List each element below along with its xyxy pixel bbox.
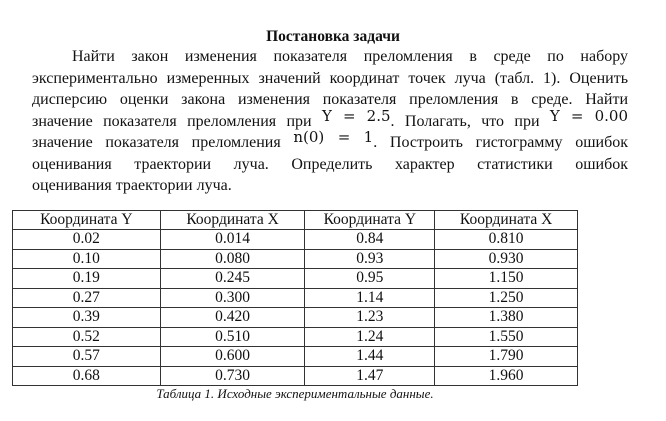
text: . Полагать, что при — [390, 112, 540, 130]
paragraph-line: Найти закон изменения показателя преломл… — [72, 48, 628, 65]
column-header: Координата Y — [304, 210, 436, 230]
table-cell: 0.10 — [12, 248, 161, 269]
table-row: 0.19 0.245 0.95 1.150 — [12, 268, 578, 289]
paragraph-line: дисперсию оценки закона изменения показа… — [32, 91, 628, 108]
text: значение показателя преломления при — [32, 112, 312, 130]
paragraph-line: значение показателя преломления n(0) = 1… — [32, 128, 629, 154]
table-header-row: Координата Y Координата X Координата Y Коор… — [12, 210, 578, 230]
table-row: 0.57 0.600 1.44 1.790 — [12, 346, 578, 367]
column-header: Координата X — [434, 210, 578, 230]
text: значение показателя преломления — [32, 134, 281, 151]
table-cell: 0.600 — [159, 346, 306, 367]
table-cell: 1.24 — [304, 326, 436, 347]
formula: n(0) = 1 — [293, 128, 374, 146]
table-cell: 0.300 — [159, 287, 306, 308]
table-cell: 0.014 — [159, 229, 306, 250]
table-cell: 1.23 — [304, 307, 436, 328]
table-cell: 1.44 — [304, 346, 436, 367]
text: . Построить гистограмму ошибок — [373, 134, 629, 151]
table-cell: 0.27 — [12, 287, 161, 308]
table-cell: 1.250 — [434, 287, 578, 308]
table-cell: 0.730 — [159, 365, 306, 386]
table-row: 0.39 0.420 1.23 1.380 — [12, 307, 578, 328]
table-cell: 0.68 — [12, 365, 161, 386]
task-paragraph: Найти закон изменения показателя преломл… — [32, 46, 628, 197]
paragraph-line: оценивания траектории луча. — [32, 177, 232, 194]
table-cell: 1.790 — [434, 346, 578, 367]
table-cell: 1.47 — [304, 365, 436, 386]
paragraph-line: оценивания траектории луча. Определить х… — [32, 155, 628, 173]
table-cell: 1.150 — [434, 268, 578, 289]
table-cell: 0.52 — [12, 326, 161, 347]
formula: Y = 2.5 — [321, 106, 391, 125]
section-title: Постановка задачи — [266, 28, 400, 45]
table-cell: 0.245 — [159, 268, 306, 289]
table-cell: 0.39 — [12, 307, 161, 328]
table-cell: 0.57 — [12, 346, 161, 367]
table-cell: 1.960 — [434, 365, 578, 386]
table-row: 0.68 0.730 1.47 1.960 — [12, 365, 578, 386]
table-cell: 0.930 — [434, 248, 578, 269]
table-cell: 0.080 — [159, 248, 306, 269]
table-row: 0.10 0.080 0.93 0.930 — [12, 248, 578, 269]
column-header: Координата Y — [12, 210, 161, 230]
paragraph-line: значение показателя преломления при Y = … — [32, 107, 628, 133]
table-cell: 0.02 — [12, 229, 161, 250]
table-cell: 1.550 — [434, 326, 578, 347]
table-cell: 0.84 — [304, 229, 436, 250]
data-table: Координата Y Координата X Координата Y Коор… — [12, 210, 578, 386]
table-cell: 1.14 — [304, 287, 436, 308]
table-cell: 0.420 — [159, 307, 306, 328]
table-cell: 0.810 — [434, 229, 578, 250]
table-row: 0.27 0.300 1.14 1.250 — [12, 287, 578, 308]
table-row: 0.02 0.014 0.84 0.810 — [12, 229, 578, 250]
formula: Y = 0.00 — [549, 106, 629, 125]
table-cell: 0.93 — [304, 248, 436, 269]
table-row: 0.52 0.510 1.24 1.550 — [12, 326, 578, 347]
table-cell: 1.380 — [434, 307, 578, 328]
table-cell: 0.19 — [12, 268, 161, 289]
table-cell: 0.510 — [159, 326, 306, 347]
paragraph-line: экспериментально измеренных значений коо… — [32, 69, 628, 87]
table-cell: 0.95 — [304, 268, 436, 289]
column-header: Координата X — [159, 210, 306, 230]
table-caption: Таблица 1. Исходные экспериментальные да… — [156, 386, 434, 401]
